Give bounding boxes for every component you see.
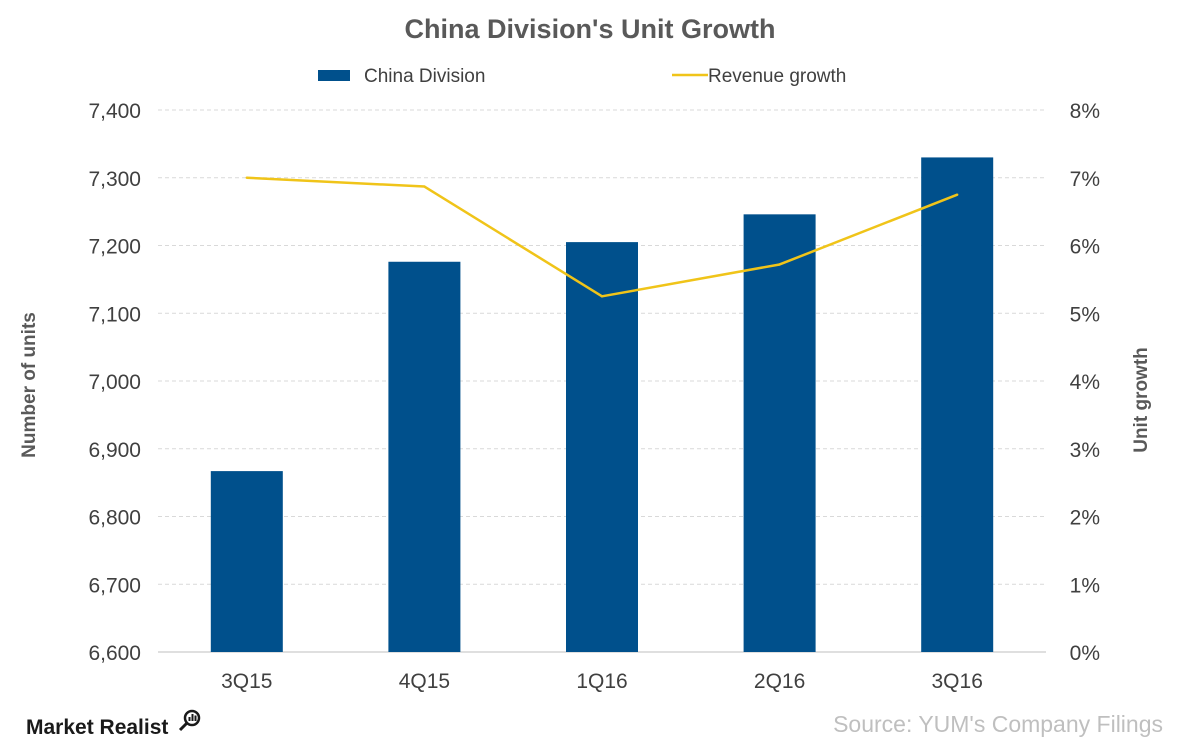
y2-tick-label: 7%	[1070, 168, 1100, 191]
bar-2Q16	[743, 214, 816, 652]
source-note: Source: YUM's Company Filings	[833, 711, 1163, 737]
y-axis-ticks: 6,600 6,700 6,800 6,900 7,000 7,100 7,200 7,300…	[88, 100, 141, 665]
y-axis-title: Number of units	[19, 312, 40, 458]
x-tick-label: 4Q15	[399, 670, 450, 693]
x-tick-label: 1Q16	[576, 670, 627, 693]
bar-4Q15	[388, 261, 461, 652]
y2-tick-label: 4%	[1070, 371, 1100, 394]
line-point-1Q16	[600, 295, 604, 298]
bar-series	[210, 157, 994, 653]
y2-tick-label: 0%	[1070, 642, 1100, 665]
line-point-3Q16	[956, 193, 959, 196]
y-tick-label: 7,300	[88, 168, 141, 191]
y2-axis-ticks: 0% 1% 2% 3% 4% 5% 6% 7% 8%	[1070, 100, 1100, 665]
legend-swatch-china-division	[318, 70, 350, 81]
x-tick-label: 3Q16	[932, 670, 983, 693]
y-tick-label: 7,400	[88, 100, 141, 123]
line-point-4Q15	[423, 185, 426, 188]
y2-tick-label: 8%	[1070, 100, 1100, 123]
y2-tick-label: 1%	[1070, 574, 1100, 597]
y-tick-label: 6,800	[88, 507, 141, 530]
bar-3Q15	[210, 471, 283, 652]
legend-label-china-division: China Division	[364, 66, 485, 87]
x-axis-ticks: 3Q15 4Q15 1Q16 2Q16 3Q16	[221, 670, 983, 693]
line-point-3Q15	[245, 176, 248, 179]
y-tick-label: 7,100	[88, 303, 141, 326]
bar-3Q16	[921, 157, 994, 653]
line-point-2Q16	[778, 263, 781, 266]
y-tick-label: 7,200	[88, 236, 141, 259]
x-tick-label: 2Q16	[754, 670, 805, 693]
y2-tick-label: 3%	[1070, 439, 1100, 462]
x-tick-label: 3Q15	[221, 670, 272, 693]
legend-label-revenue-growth: Revenue growth	[708, 66, 846, 87]
brand-name: Market Realist	[26, 716, 168, 739]
bar-1Q16	[566, 242, 638, 653]
y2-tick-label: 5%	[1070, 303, 1100, 326]
y2-axis-title: Unit growth	[1131, 347, 1152, 453]
line-series	[245, 176, 959, 298]
y2-tick-label: 6%	[1070, 236, 1100, 259]
y2-tick-label: 2%	[1070, 507, 1100, 530]
y-tick-label: 6,900	[88, 439, 141, 462]
y-tick-label: 6,600	[88, 642, 141, 665]
chart-title: China Division's Unit Growth	[405, 14, 776, 44]
y-tick-label: 6,700	[88, 574, 141, 597]
y-tick-label: 7,000	[88, 371, 141, 394]
magnifier-icon	[178, 709, 201, 732]
